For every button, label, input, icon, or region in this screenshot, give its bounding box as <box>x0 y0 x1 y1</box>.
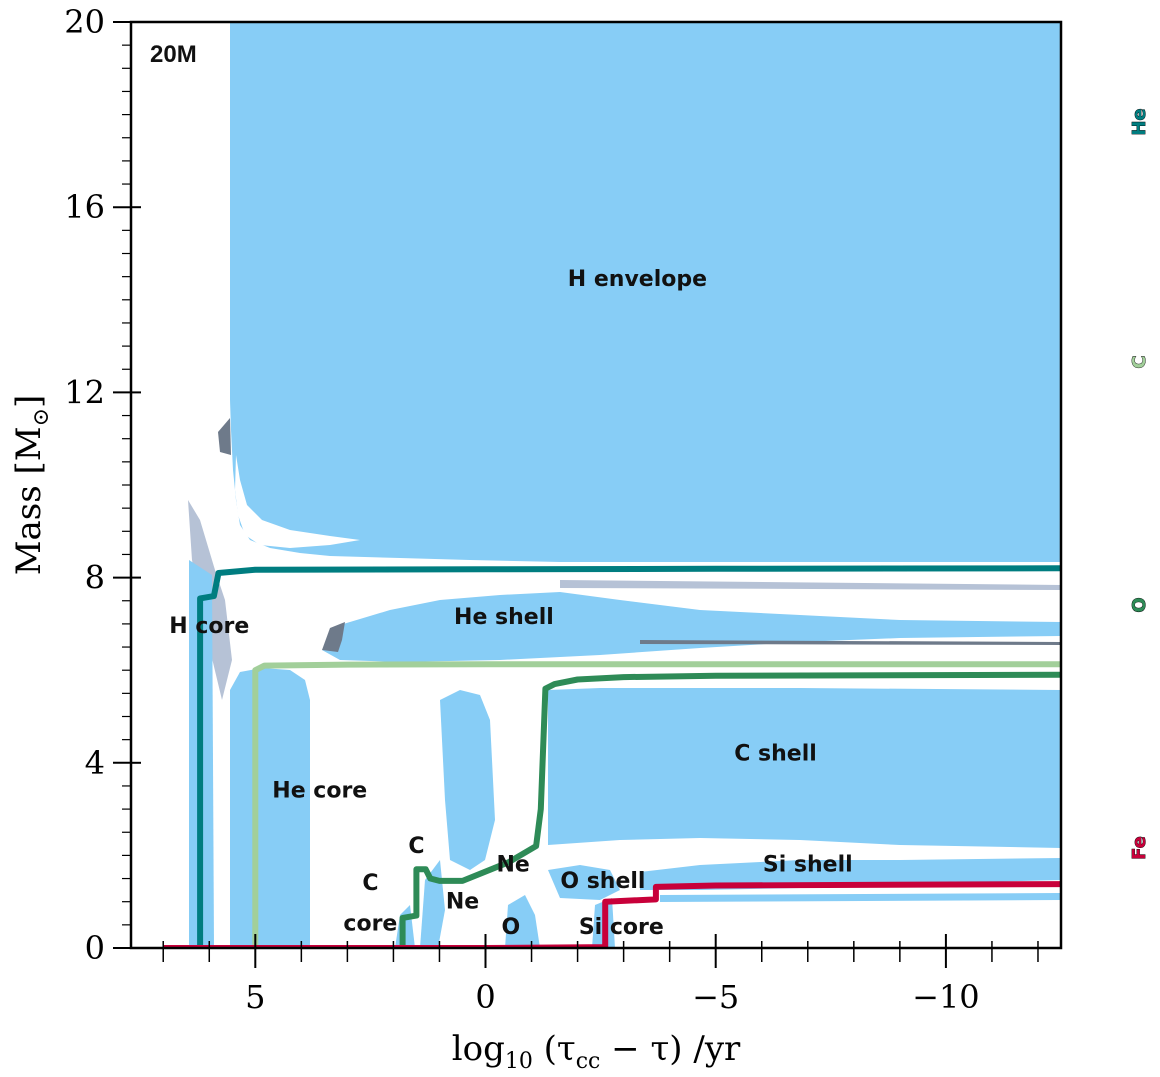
series-line-c <box>252 661 1061 948</box>
annotation-label: H envelope <box>568 267 707 292</box>
c-shell-early <box>420 860 445 948</box>
x-tick-label: −10 <box>912 978 980 1016</box>
series-line-fe <box>163 881 1061 948</box>
o-shell-zone <box>548 865 620 900</box>
he-shell-thin-band <box>560 580 1061 590</box>
he-shell-overshoot-right <box>640 640 1061 645</box>
core-boundary-lines <box>163 565 1061 948</box>
side-legend: He C O Fe <box>1129 108 1151 860</box>
ne-burning-zone <box>440 690 495 870</box>
region-annotations: H envelope He shell H core He core C shell C C… <box>169 267 852 940</box>
y-tick-label: 4 <box>85 744 105 782</box>
annotation-label: Ne <box>446 890 479 915</box>
panel-tag: 20M <box>150 41 197 68</box>
y-tick-label: 0 <box>85 929 105 967</box>
x-tick-label: 0 <box>475 978 495 1016</box>
x-axis-ticks: 5 0 −5 −10 <box>162 934 1039 1016</box>
envelope-gap <box>235 455 360 548</box>
y-axis-ticks: 0 4 8 12 16 20 <box>64 3 141 967</box>
annotation-label: Si core <box>579 915 664 940</box>
annotation-label: C shell <box>734 741 817 766</box>
y-tick-label: 12 <box>64 373 105 411</box>
side-legend-label: O <box>1129 597 1150 612</box>
convective-regions <box>188 22 1061 948</box>
overshoot-blob-1 <box>218 418 231 455</box>
side-legend-label: He <box>1129 108 1150 135</box>
annotation-label: core <box>343 911 397 936</box>
side-legend-label: C <box>1129 355 1150 368</box>
series-line-he <box>163 565 1061 948</box>
x-tick-label: −5 <box>692 978 739 1016</box>
h-envelope-zone <box>230 22 1061 562</box>
annotation-label: Ne <box>496 853 529 878</box>
annotation-label: O <box>501 915 520 940</box>
x-tick-label: 5 <box>245 978 265 1016</box>
y-tick-label: 20 <box>64 3 105 41</box>
series-line-o <box>399 671 1061 948</box>
he-core-zone <box>230 668 310 948</box>
annotation-label: Si shell <box>763 853 853 878</box>
annotation-label: O shell <box>560 869 645 894</box>
annotation-label: H core <box>169 614 249 639</box>
y-tick-label: 8 <box>85 559 105 597</box>
annotation-label: He core <box>272 779 367 804</box>
y-tick-label: 16 <box>64 188 105 226</box>
side-legend-label: Fe <box>1129 836 1150 860</box>
inner-shell-band <box>660 893 1061 902</box>
o-core-zone <box>505 895 540 948</box>
annotation-label: C <box>362 871 378 896</box>
x-axis-label: log10 (τcc − τ) /yr <box>452 1029 741 1074</box>
c-shell-zone <box>548 688 1061 848</box>
y-axis-label: Mass [M⊙] <box>9 395 54 576</box>
annotation-label: He shell <box>454 605 554 630</box>
he-shell-overshoot <box>322 622 345 652</box>
annotation-label: C <box>408 834 424 859</box>
he-shell-zone <box>322 592 1061 662</box>
